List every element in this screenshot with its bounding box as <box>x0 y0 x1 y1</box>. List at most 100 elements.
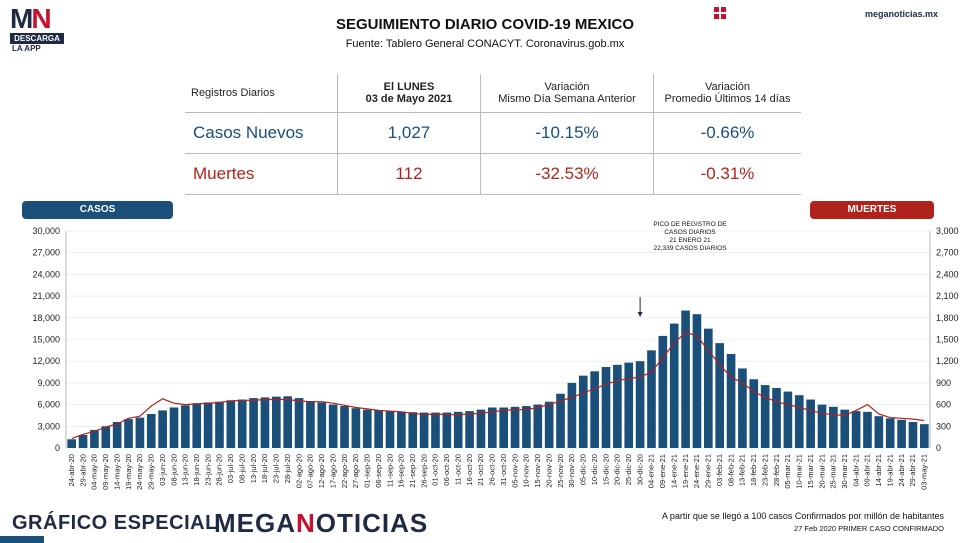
cases-bar <box>408 412 418 448</box>
x-tick-label: 23-jul-20 <box>272 454 281 483</box>
cases-bar <box>124 419 133 448</box>
logo-mark: MN <box>10 3 52 34</box>
cases-bar <box>601 366 611 448</box>
x-tick-label: 16-sep-20 <box>397 454 406 488</box>
x-tick-label: 18-jul-20 <box>260 454 269 483</box>
cases-bar <box>283 396 293 448</box>
cases-bar <box>863 411 872 448</box>
peak-arrow-head <box>637 312 643 317</box>
x-tick-label: 25-nov-20 <box>556 454 565 488</box>
cases-bar <box>703 328 713 448</box>
header-var-week: Variación Mismo Día Semana Anterior <box>480 74 654 113</box>
header-date: El LUNES 03 de Mayo 2021 <box>337 74 481 113</box>
cases-bar <box>874 416 884 448</box>
x-tick-label: 20-mar-21 <box>817 454 826 489</box>
brand-logo: MEGANOTICIAS <box>214 508 429 538</box>
cases-var-week: -10.15% <box>480 112 654 154</box>
x-tick-label: 09-abr-21 <box>863 454 872 487</box>
app-logo[interactable]: MN DESCARGA LA APP <box>10 3 64 53</box>
deaths-axis-pill: MUERTES <box>810 201 934 219</box>
right-tick-label: 900 <box>936 378 951 388</box>
cases-bar <box>487 407 497 448</box>
cases-bar <box>806 399 815 448</box>
cases-bar <box>613 364 622 448</box>
x-tick-label: 09-may-20 <box>101 454 110 490</box>
cases-bar <box>374 410 383 448</box>
x-tick-label: 08-jul-20 <box>237 454 246 483</box>
left-tick-label: 15,000 <box>32 335 60 345</box>
cases-bar <box>397 411 406 448</box>
left-tick-label: 24,000 <box>32 269 60 279</box>
cases-bar <box>590 371 599 448</box>
cases-bar <box>260 397 270 448</box>
cases-bar <box>919 424 929 448</box>
x-tick-label: 05-dic-20 <box>579 454 588 485</box>
x-tick-label: 29-ene-21 <box>704 454 713 488</box>
x-tick-label: 17-ago-20 <box>328 454 337 488</box>
x-tick-label: 02-ago-20 <box>294 454 303 488</box>
cases-bar <box>908 421 918 448</box>
x-tick-label: 05-nov-20 <box>510 454 519 488</box>
x-tick-label: 01-oct-20 <box>431 454 440 486</box>
deaths-line <box>71 331 925 440</box>
footer-note: A partir que se llegó a 100 casos Confir… <box>661 511 944 521</box>
x-tick-label: 08-feb-21 <box>726 454 735 486</box>
header-var-14: Variación Promedio Últimos 14 días <box>653 74 801 113</box>
right-tick-label: 600 <box>936 400 951 410</box>
x-tick-label: 03-jul-20 <box>226 454 235 483</box>
x-tick-label: 18-feb-21 <box>749 454 758 486</box>
x-tick-label: 21-oct-20 <box>476 454 485 486</box>
x-tick-label: 08-jun-20 <box>169 454 178 486</box>
x-tick-label: 28-jul-20 <box>283 454 292 483</box>
x-tick-label: 11-sep-20 <box>385 454 394 487</box>
x-tick-label: 15-dic-20 <box>601 454 610 485</box>
x-tick-label: 19-abr-21 <box>885 454 894 487</box>
cases-bar <box>306 400 315 448</box>
cases-bar <box>112 421 122 448</box>
cases-bar <box>829 406 838 448</box>
x-tick-label: 16-oct-20 <box>465 454 474 486</box>
left-tick-label: 9,000 <box>37 378 60 388</box>
grid-icon[interactable] <box>714 7 726 19</box>
right-tick-label: 300 <box>936 421 951 431</box>
cases-bar <box>658 335 668 448</box>
summary-header-row: Registros Diarios El LUNES 03 de Mayo 202… <box>185 74 801 113</box>
x-tick-label: 29-abr-21 <box>908 454 917 487</box>
cases-bar <box>442 412 452 448</box>
footer-first-case: 27 Feb 2020 PRIMER CASO CONFIRMADO <box>793 524 944 533</box>
x-tick-label: 27-ago-20 <box>351 454 360 488</box>
corner-decoration <box>0 536 44 543</box>
x-tick-label: 24-abr-20 <box>67 454 76 487</box>
x-tick-label: 20-nov-20 <box>544 454 553 488</box>
cases-bar <box>522 406 531 448</box>
right-tick-label: 1,800 <box>936 313 959 323</box>
right-tick-label: 1,200 <box>936 356 959 366</box>
right-tick-label: 2,700 <box>936 248 959 258</box>
deaths-row: Muertes 112 -32.53% -0.31% <box>185 153 801 195</box>
header-registros: Registros Diarios <box>185 74 338 113</box>
x-tick-label: 29-may-20 <box>147 454 156 490</box>
x-tick-label: 19-may-20 <box>124 454 133 490</box>
cases-bar <box>897 419 906 448</box>
cases-bar <box>647 350 656 448</box>
x-tick-label: 23-jun-20 <box>203 454 212 486</box>
cases-bar <box>499 407 509 448</box>
left-tick-label: 3,000 <box>37 421 60 431</box>
x-tick-label: 28-feb-21 <box>772 454 781 486</box>
left-tick-label: 12,000 <box>32 356 60 366</box>
page-subtitle: Fuente: Tablero General CONACYT. Coronav… <box>345 38 625 50</box>
cases-bar <box>669 323 679 448</box>
x-tick-label: 14-abr-21 <box>874 454 883 487</box>
x-tick-label: 10-dic-20 <box>590 454 599 485</box>
cases-bar <box>203 402 213 448</box>
page-title: SEGUIMIENTO DIARIO COVID-19 MEXICO <box>335 16 635 33</box>
left-tick-label: 21,000 <box>32 291 60 301</box>
site-link[interactable]: meganoticias.mx <box>864 9 938 19</box>
cases-bar <box>476 409 486 448</box>
left-tick-label: 18,000 <box>32 313 60 323</box>
deaths-value: 112 <box>337 153 481 195</box>
x-tick-label: 24-may-20 <box>135 454 144 490</box>
cases-label: Casos Nuevos <box>185 112 338 154</box>
cases-bar <box>738 368 747 448</box>
x-tick-label: 10-mar-21 <box>795 454 804 489</box>
